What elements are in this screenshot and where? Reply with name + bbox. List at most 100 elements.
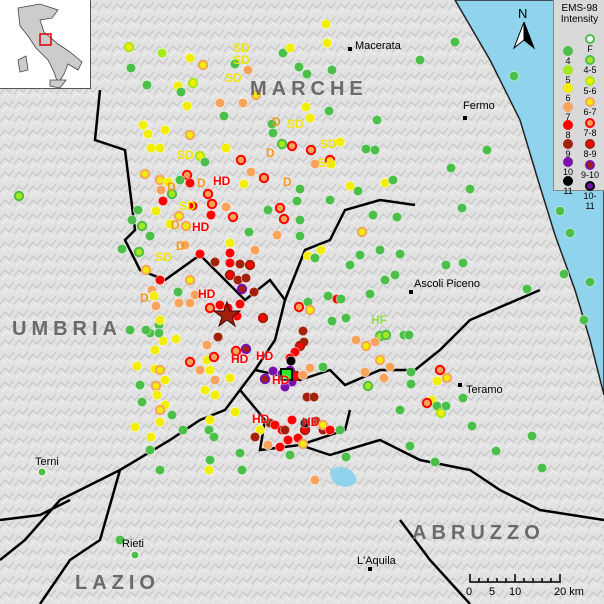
intensity-marker-4: [234, 447, 246, 459]
intensity-marker-4: [389, 269, 401, 281]
intensity-marker-6-7: [297, 438, 309, 450]
intensity-marker-7: [309, 158, 321, 170]
intensity-marker-4-5: [133, 246, 145, 258]
north-label: N: [518, 6, 528, 21]
intensity-marker-6: [229, 406, 241, 418]
damage-label-d: D: [197, 176, 206, 190]
intensity-marker-4: [464, 183, 476, 195]
intensity-marker-4: [405, 378, 417, 390]
intensity-marker-6: [131, 360, 143, 372]
damage-label-d: D: [140, 291, 149, 305]
italy-shape: [17, 3, 83, 85]
intensity-marker-8: [184, 177, 196, 189]
damage-label-sd: SD: [179, 199, 196, 213]
region-label-lazio: LAZIO: [75, 572, 160, 594]
damage-label-sd: SD: [320, 137, 337, 151]
intensity-marker-4: [521, 283, 533, 295]
intensity-marker-6: [224, 237, 236, 249]
intensity-marker-6-7: [180, 220, 192, 232]
intensity-marker-4: [294, 183, 306, 195]
intensity-marker-7: [194, 364, 206, 376]
intensity-marker-6-7: [360, 340, 372, 352]
legend-dot: [585, 160, 595, 170]
intensity-marker-4: [445, 162, 457, 174]
intensity-marker-6: [203, 464, 215, 476]
epicenter-square-icon: [280, 368, 293, 381]
intensity-marker-4: [293, 61, 305, 73]
intensity-marker-6: [137, 119, 149, 131]
scale-bar: 0 5 10 20 km: [464, 570, 584, 600]
intensity-markers: [13, 18, 596, 546]
intensity-marker-7-8: [208, 351, 220, 363]
intensity-marker-4: [367, 209, 379, 221]
damage-label-hd: HD: [192, 220, 210, 234]
intensity-marker-4: [324, 194, 336, 206]
intensity-marker-8: [187, 200, 199, 212]
intensity-marker-6: [145, 142, 157, 154]
intensity-marker-4: [564, 227, 576, 239]
intensity-marker-7: [271, 229, 283, 241]
intensity-marker-4: [391, 211, 403, 223]
intensity-marker-4: [536, 462, 548, 474]
city-macerata: Macerata: [355, 40, 401, 52]
intensity-marker-6: [321, 37, 333, 49]
intensity-marker-7-8: [286, 140, 298, 152]
intensity-marker-7-8: [278, 213, 290, 225]
region-label-umbria: UMBRIA: [12, 318, 122, 340]
intensity-marker-4: [154, 464, 166, 476]
intensity-marker-4-5: [166, 188, 178, 200]
intensity-marker-4: [364, 288, 376, 300]
intensity-marker-6-7: [173, 210, 185, 222]
intensity-marker-7: [179, 239, 191, 251]
intensity-marker-4: [177, 424, 189, 436]
intensity-marker-6: [154, 142, 166, 154]
legend-item-5: 5: [558, 64, 578, 85]
intensity-marker-4: [340, 312, 352, 324]
intensity-marker-8: [274, 441, 286, 453]
damage-label-sd: SD: [287, 117, 304, 131]
damage-label-sd: SD: [177, 148, 194, 162]
intensity-marker-7: [150, 300, 162, 312]
intensity-marker-7-8: [184, 356, 196, 368]
intensity-marker-4: [132, 204, 144, 216]
intensity-marker-4: [323, 105, 335, 117]
intensity-marker-7-8: [235, 154, 247, 166]
intensity-marker-7-8: [421, 397, 433, 409]
intensity-marker-4: [204, 454, 216, 466]
intensity-marker-4: [335, 293, 347, 305]
intensity-marker-6: [151, 389, 163, 401]
intensity-marker-6: [204, 414, 216, 426]
intensity-marker-6: [129, 421, 141, 433]
intensity-marker-6-7: [154, 404, 166, 416]
intensity-marker-4: [490, 445, 502, 457]
intensity-marker-8: [286, 414, 298, 426]
damage-label-sd: SD: [225, 71, 242, 85]
intensity-marker-4: [262, 204, 274, 216]
city-markers: [348, 47, 467, 571]
intensity-marker-4: [344, 259, 356, 271]
intensity-marker-6: [325, 158, 337, 170]
intensity-marker-4: [294, 230, 306, 242]
intensity-marker-7-8: [202, 188, 214, 200]
intensity-marker-11: [285, 355, 297, 367]
intensity-marker-6: [344, 180, 356, 192]
intensity-marker-4: [394, 248, 406, 260]
intensity-marker-4: [326, 315, 338, 327]
intensity-marker-4: [584, 276, 596, 288]
intensity-marker-6-7: [250, 89, 262, 101]
intensity-marker-6: [142, 128, 154, 140]
legend-dot: [585, 97, 595, 107]
intensity-marker-4: [554, 205, 566, 217]
intensity-marker-7: [155, 184, 167, 196]
intensity-marker-7: [220, 201, 232, 213]
intensity-marker-6: [154, 314, 166, 326]
intensity-marker-4: [124, 324, 136, 336]
intensity-marker-7-8: [227, 211, 239, 223]
intensity-marker-4: [125, 62, 137, 74]
intensity-marker-4: [208, 431, 220, 443]
intensity-marker-7: [262, 439, 274, 451]
damage-label-d: D: [266, 146, 275, 160]
intensity-marker-7: [214, 97, 226, 109]
intensity-marker-8-9: [257, 312, 269, 324]
